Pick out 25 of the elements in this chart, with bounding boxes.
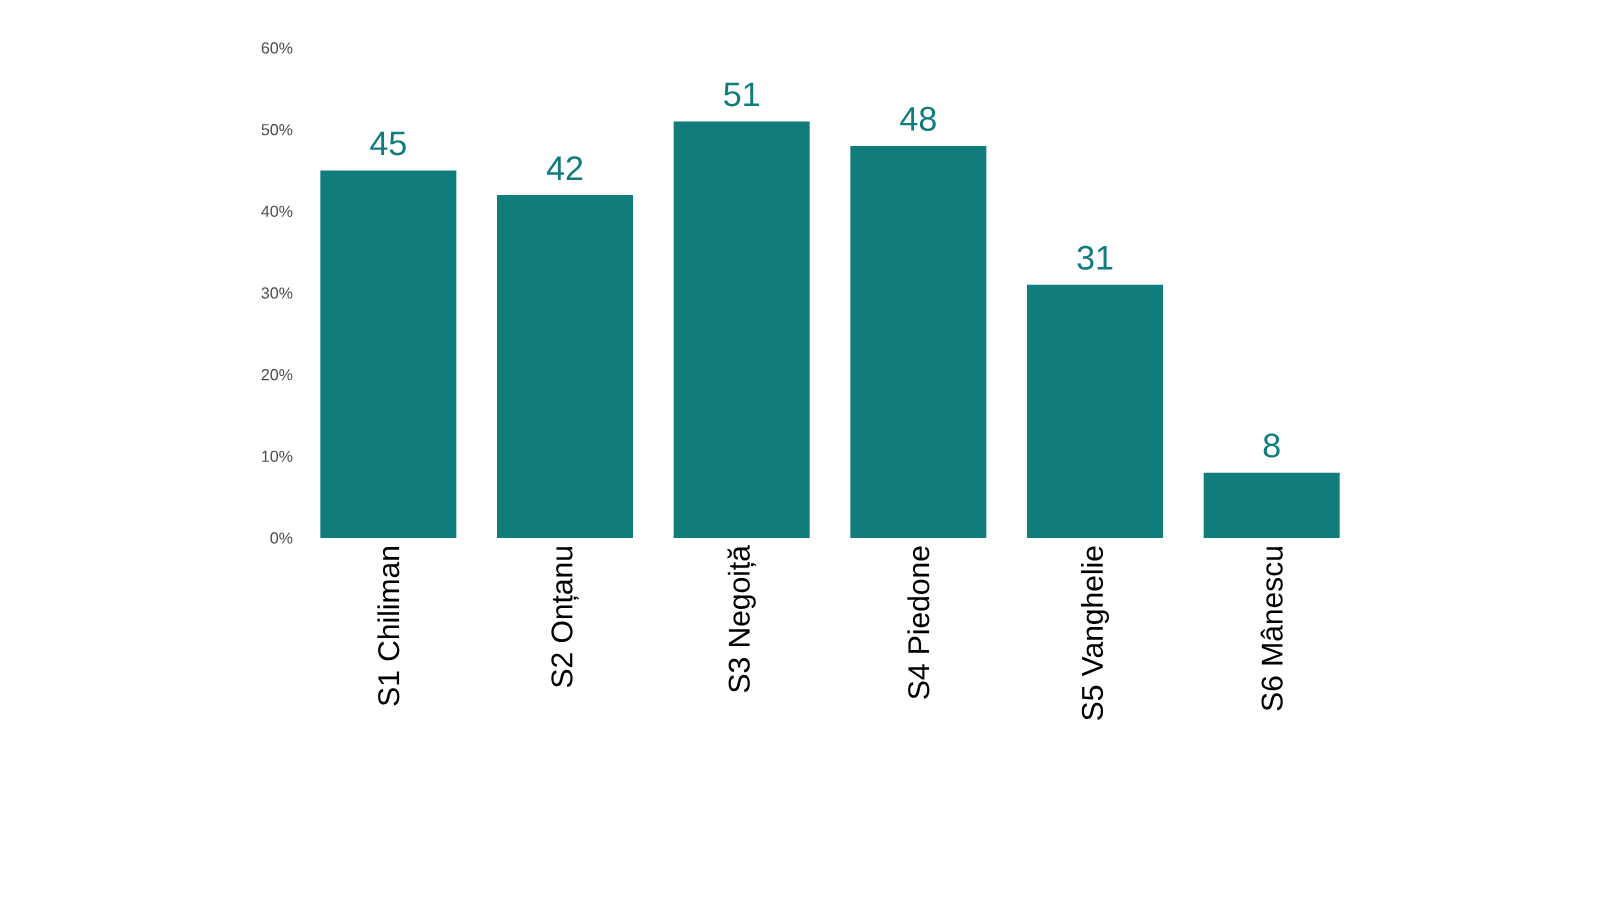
y-tick-label: 60% bbox=[261, 42, 293, 54]
y-tick-label: 50% bbox=[261, 124, 293, 136]
bar bbox=[320, 170, 457, 538]
data-label: 51 bbox=[724, 82, 759, 107]
x-tick-label: S1 Chiliman bbox=[377, 547, 400, 706]
data-label: 42 bbox=[546, 156, 583, 180]
x-tick-label: S3 Negoiță bbox=[727, 545, 756, 693]
data-label: 48 bbox=[900, 106, 936, 131]
x-tick-label: S5 Vanghelie bbox=[1081, 546, 1109, 720]
bar bbox=[673, 121, 810, 538]
y-tick-label: 30% bbox=[261, 287, 293, 299]
x-tick-label: S4 Piedone bbox=[907, 546, 930, 699]
data-label: 8 bbox=[1263, 433, 1280, 458]
bar bbox=[1027, 284, 1164, 538]
y-tick-label: 0% bbox=[270, 532, 293, 544]
bar bbox=[1203, 472, 1340, 538]
x-tick-label: S2 Onțanu bbox=[551, 547, 579, 688]
y-tick-label: 20% bbox=[261, 369, 293, 381]
bar bbox=[497, 195, 634, 538]
x-tick-label: S6 Mânescu bbox=[1260, 547, 1283, 711]
data-label: 45 bbox=[370, 131, 406, 156]
y-tick-label: 10% bbox=[262, 450, 293, 462]
bar bbox=[850, 146, 987, 538]
data-label: 31 bbox=[1077, 245, 1113, 270]
y-tick-label: 40% bbox=[261, 205, 293, 217]
